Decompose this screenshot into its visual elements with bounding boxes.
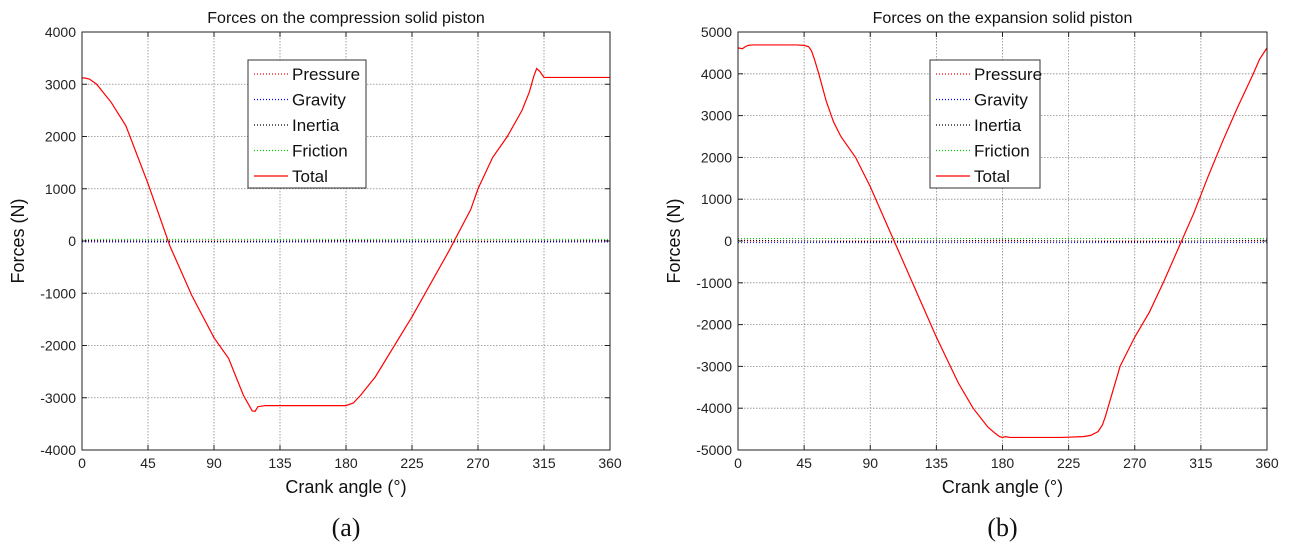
y-tick-label: -2000 <box>40 338 76 354</box>
x-tick-label: 180 <box>991 455 1015 471</box>
y-tick-label: -3000 <box>696 358 732 374</box>
figure-caption: (b) <box>987 513 1017 542</box>
y-axis-label: Forces (N) <box>664 199 684 284</box>
x-tick-label: 0 <box>734 455 742 471</box>
chart-title: Forces on the expansion solid piston <box>873 10 1133 27</box>
series-line-inertia <box>737 239 1268 243</box>
y-tick-label: 3000 <box>701 108 732 124</box>
legend-label-total: Total <box>292 167 328 186</box>
legend-label-pressure: Pressure <box>974 65 1042 84</box>
legend-label-total: Total <box>974 167 1010 186</box>
legend: Pressure Gravity Inertia Friction Total <box>929 59 1042 189</box>
x-tick-label: 135 <box>268 455 292 471</box>
x-tick-label: 135 <box>925 455 949 471</box>
y-tick-label: 0 <box>68 233 76 249</box>
y-tick-label: -2000 <box>696 317 732 333</box>
chart-title: Forces on the compression solid piston <box>207 10 484 27</box>
x-tick-label: 315 <box>1189 455 1213 471</box>
y-tick-label: 5000 <box>701 24 732 40</box>
legend-label-friction: Friction <box>292 142 348 161</box>
series-line-total <box>737 44 1268 439</box>
x-axis-label: Crank angle (°) <box>942 477 1063 497</box>
legend-label-inertia: Inertia <box>292 116 340 135</box>
legend-label-pressure: Pressure <box>292 65 360 84</box>
x-tick-label: 0 <box>78 455 86 471</box>
y-tick-label: -3000 <box>40 390 76 406</box>
x-tick-label: 90 <box>862 455 878 471</box>
y-tick-label: -1000 <box>696 275 732 291</box>
x-tick-label: 360 <box>598 455 622 471</box>
legend-label-inertia: Inertia <box>974 116 1022 135</box>
y-tick-label: 1000 <box>45 181 76 197</box>
chart-panel-b: 0 45 90 135 180 225 270 315 360 -5000 -4000 -3000 -2… <box>664 10 1279 542</box>
x-tick-label: 225 <box>400 455 424 471</box>
y-tick-label: 0 <box>724 233 732 249</box>
y-tick-label: 4000 <box>45 24 76 40</box>
legend-label-gravity: Gravity <box>974 91 1028 110</box>
y-tick-label: 4000 <box>701 66 732 82</box>
y-axis-label: Forces (N) <box>8 199 28 284</box>
y-tick-label: 3000 <box>45 76 76 92</box>
y-tick-label: -4000 <box>696 400 732 416</box>
x-tick-label: 90 <box>206 455 222 471</box>
legend-box <box>247 59 367 189</box>
x-tick-label: 45 <box>796 455 812 471</box>
x-tick-label: 225 <box>1057 455 1081 471</box>
legend-box <box>929 59 1041 189</box>
y-tick-label: -5000 <box>696 442 732 458</box>
y-tick-label: 1000 <box>701 191 732 207</box>
y-tick-label: -1000 <box>40 285 76 301</box>
legend-label-friction: Friction <box>974 142 1030 161</box>
chart-panel-a: 0 45 90 135 180 225 270 315 360 -4000 -3000 -2000 -1… <box>8 10 622 542</box>
series-line-inertia <box>81 239 611 243</box>
x-axis-label: Crank angle (°) <box>285 477 406 497</box>
y-tick-label: 2000 <box>701 149 732 165</box>
legend-label-gravity: Gravity <box>292 91 346 110</box>
y-tick-label: 2000 <box>45 129 76 145</box>
x-tick-label: 315 <box>532 455 556 471</box>
x-tick-label: 45 <box>140 455 156 471</box>
x-tick-label: 180 <box>334 455 358 471</box>
x-tick-label: 360 <box>1255 455 1279 471</box>
figure-caption: (a) <box>332 513 361 542</box>
legend: Pressure Gravity Inertia Friction Total <box>247 59 367 189</box>
x-tick-label: 270 <box>1123 455 1147 471</box>
series-line-total <box>82 67 610 412</box>
y-tick-label: -4000 <box>40 442 76 458</box>
x-tick-label: 270 <box>466 455 490 471</box>
